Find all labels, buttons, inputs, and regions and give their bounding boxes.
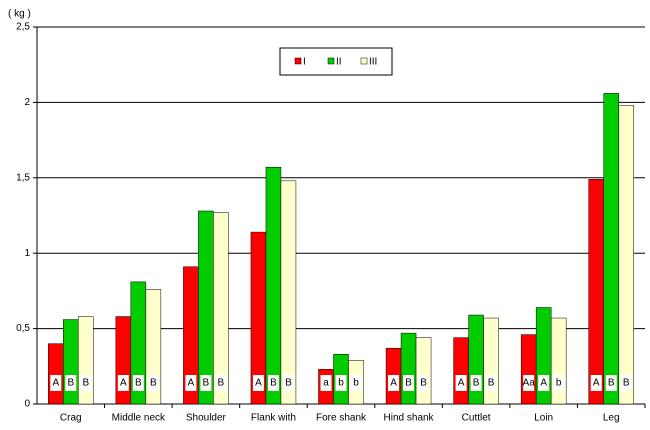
significance-letter: Aa [523,378,536,389]
bar [483,317,499,405]
letter-box [215,375,227,391]
legend-label: II [336,57,342,68]
x-tick-label: Middle neck [112,413,166,424]
y-tick-label: 2 [24,97,30,108]
letter-box [267,375,279,391]
letter-box [282,375,294,391]
significance-letter: B [150,378,157,389]
significance-letter: B [67,378,74,389]
letter-box [65,375,77,391]
x-tick-label: Fore shank [316,413,367,424]
significance-letter: A [458,378,465,389]
legend-swatch [360,57,368,65]
letter-box [553,375,565,391]
letter-box [147,375,159,391]
x-tick-label: Flank with [251,413,296,424]
significance-letter: B [203,378,210,389]
significance-letter: A [593,378,600,389]
significance-letter: B [270,378,277,389]
significance-letter: b [338,378,344,389]
significance-letter: B [218,378,225,389]
significance-letter: b [353,378,359,389]
bar [618,105,634,405]
letter-box [80,375,92,391]
bar [280,180,297,405]
bar [265,166,282,405]
significance-letter: B [285,378,292,389]
bar [603,93,619,405]
bar [588,179,604,405]
letter-box [117,375,129,391]
y-tick-label: 2,5 [16,22,30,33]
letter-box [605,375,617,391]
significance-letter: A [540,378,547,389]
x-tick-label: Crag [60,413,82,424]
significance-letter: B [405,378,412,389]
significance-letter: A [255,378,262,389]
significance-letter: A [120,378,127,389]
y-tick-label: 1 [24,248,30,259]
letter-box [523,375,535,391]
bar [400,332,417,405]
bar [48,343,64,405]
bar [213,212,229,405]
bar [520,334,537,405]
letter-box [590,375,602,391]
significance-letter: a [323,378,329,389]
x-tick-label: Loin [534,413,553,424]
letter-box [470,375,482,391]
letter-box [455,375,467,391]
letter-box [620,375,632,391]
legend-swatch [294,57,302,65]
letter-box [538,375,550,391]
y-axis-label: ( kg ) [8,9,31,20]
letter-box [320,375,332,391]
letter-box [403,375,415,391]
significance-letter: B [488,378,495,389]
x-tick-label: Cuttlet [462,413,491,424]
significance-letter: B [420,378,427,389]
significance-letter: B [623,378,630,389]
letter-box [132,375,144,391]
x-tick-label: Leg [603,413,620,424]
significance-letter: b [556,378,562,389]
bar [63,319,79,405]
significance-letter: A [188,378,195,389]
bar [453,337,469,405]
x-tick-label: Hind shank [384,413,435,424]
letter-box [185,375,197,391]
significance-letter: A [52,378,59,389]
y-tick-label: 1,5 [16,172,30,183]
legend-label: III [369,57,377,68]
letter-box [252,375,264,391]
y-tick-label: 0 [24,399,30,410]
significance-letter: B [82,378,89,389]
x-tick-label: Shoulder [186,413,227,424]
legend-label: I [303,57,306,68]
letter-box [388,375,400,391]
letter-box [418,375,430,391]
letter-box [350,375,362,391]
letter-box [50,375,62,391]
letter-box [485,375,497,391]
significance-letter: A [390,378,397,389]
y-tick-label: 0,5 [16,323,30,334]
legend-swatch [327,57,335,65]
bar [415,337,432,405]
significance-letter: B [608,378,615,389]
significance-letter: B [473,378,480,389]
letter-box [200,375,212,391]
significance-letter: B [135,378,142,389]
bar [550,317,567,405]
letter-box [335,375,347,391]
